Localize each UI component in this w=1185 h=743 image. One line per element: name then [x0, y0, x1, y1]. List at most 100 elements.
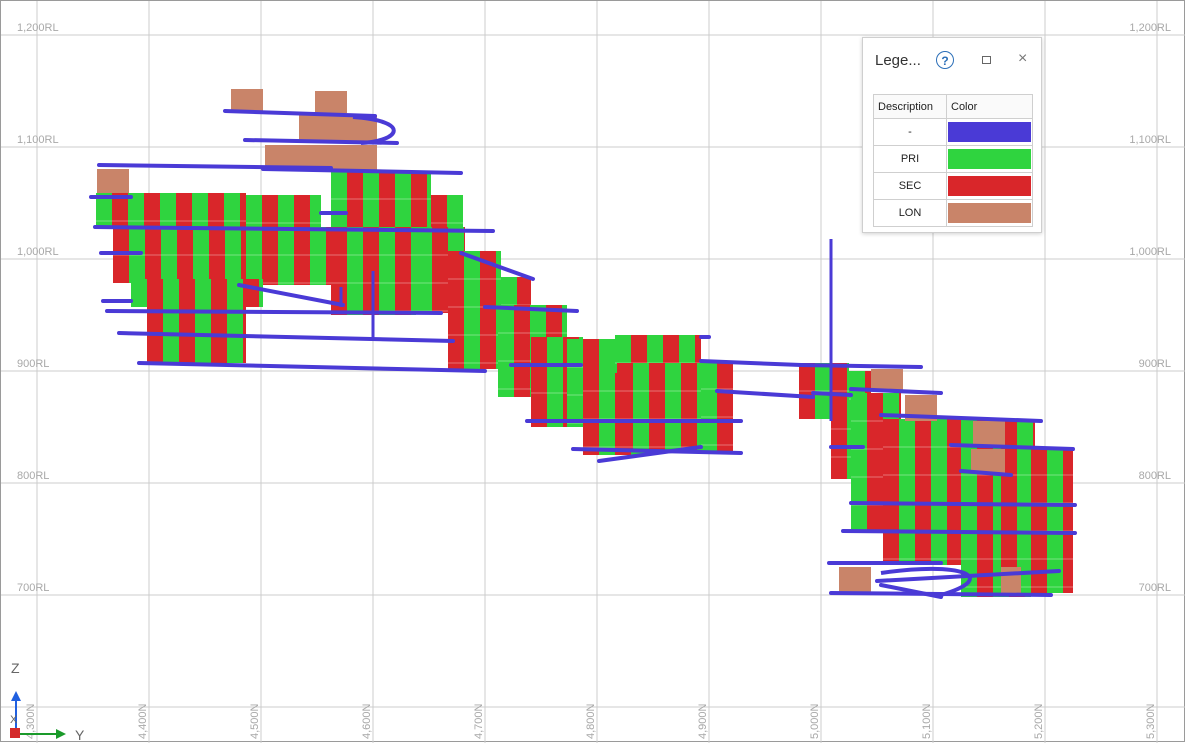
z-axis-label: Z: [11, 660, 20, 676]
pri-column: [847, 363, 849, 419]
pri-column: [224, 193, 240, 227]
pri-column: [161, 227, 177, 283]
sec-column: [883, 419, 899, 565]
ramp-segment: [849, 501, 1077, 507]
ramp-segment: [597, 445, 703, 463]
lon-block: [971, 449, 1005, 473]
pri-column: [851, 393, 867, 533]
pri-column: [310, 195, 321, 227]
elevation-label-left: 900RL: [17, 358, 49, 370]
sec-column: [831, 401, 847, 479]
northing-label: 4,800N: [585, 703, 597, 739]
lon-block: [839, 567, 871, 595]
maximize-icon[interactable]: [982, 56, 991, 64]
ramp-segment: [571, 447, 743, 455]
sec-column: [411, 171, 427, 227]
legend-color-cell: [946, 145, 1033, 173]
legend-description: -: [873, 118, 947, 146]
lon-block: [231, 89, 263, 111]
pri-column: [498, 305, 514, 397]
pri-column: [427, 171, 431, 227]
y-axis-arrow: [56, 729, 66, 739]
ramp-segment: [959, 469, 1013, 477]
pri-column: [411, 227, 416, 315]
sec-column: [211, 279, 227, 307]
ramp-segment: [841, 529, 1077, 535]
pri-column: [227, 279, 243, 307]
northing-label: 4,400N: [137, 703, 149, 739]
x-axis-label: X: [10, 714, 18, 726]
sec-column: [177, 227, 193, 283]
pri-column: [259, 279, 263, 307]
sec-column: [243, 279, 259, 307]
legend-swatch: [948, 122, 1031, 142]
sec-column: [480, 251, 496, 369]
pri-column: [363, 171, 379, 227]
sec-column: [947, 419, 963, 565]
legend-row: LON: [873, 199, 1033, 227]
sec-column: [326, 227, 331, 285]
sec-column: [294, 195, 310, 227]
pri-column: [1047, 447, 1063, 593]
sec-column: [514, 305, 530, 397]
pri-column: [599, 363, 615, 455]
sec-column: [1063, 447, 1073, 593]
northing-label: 5,100N: [921, 703, 933, 739]
sec-column: [262, 227, 278, 285]
sec-column: [448, 251, 464, 369]
z-axis-arrow: [11, 691, 21, 701]
sec-column: [432, 227, 448, 313]
legend-swatch: [948, 176, 1031, 196]
legend-description: LON: [873, 199, 947, 227]
pri-column: [278, 195, 294, 227]
northing-labels: 4,300N 4,400N 4,500N 4,600N 4,700N 4,800N 4,90…: [25, 703, 1157, 739]
sec-column: [208, 193, 224, 227]
legend-header-description: Description: [873, 94, 947, 119]
ramp-segment: [117, 331, 455, 343]
ramp-segment: [879, 413, 1043, 423]
northing-label: 4,700N: [473, 703, 485, 739]
sec-column: [695, 335, 701, 373]
stope-blocks: [96, 171, 1073, 597]
sec-column: [240, 193, 246, 227]
sec-column: [209, 227, 225, 283]
lon-block: [871, 369, 903, 391]
ramp-segment: [459, 251, 535, 281]
elevation-label-left: 1,100RL: [17, 134, 59, 146]
sec-column: [867, 393, 883, 533]
pri-column: [815, 363, 831, 419]
sec-column: [363, 227, 379, 315]
sec-column: [347, 171, 363, 227]
elevation-label-left: 1,200RL: [17, 22, 59, 34]
legend-titlebar[interactable]: Lege... ? ×: [863, 38, 1041, 84]
elevation-label-right: 1,000RL: [1129, 246, 1171, 258]
sec-column: [1031, 447, 1047, 593]
legend-color-cell: [946, 118, 1033, 146]
sec-column: [176, 193, 192, 227]
pri-column: [193, 227, 209, 283]
pri-column: [246, 195, 262, 227]
ramp-segment: [261, 167, 463, 175]
close-icon[interactable]: ×: [1018, 50, 1028, 67]
help-icon[interactable]: ?: [936, 51, 954, 69]
northing-label: 5,300N: [1145, 703, 1157, 739]
northing-label: 4,300N: [25, 703, 37, 739]
sec-column: [294, 227, 310, 285]
pri-column: [416, 227, 432, 313]
northing-label: 5,200N: [1033, 703, 1045, 739]
elevation-label-right: 800RL: [1139, 470, 1171, 482]
legend-swatch: [948, 149, 1031, 169]
elevation-label-left: 800RL: [17, 470, 49, 482]
sec-column: [112, 193, 128, 227]
pri-column: [899, 419, 915, 565]
pri-column: [163, 279, 179, 307]
legend-window[interactable]: Lege... ? × Description Color - PRI SEC LON: [862, 37, 1042, 233]
sec-column: [431, 195, 447, 227]
ramp-segment: [949, 443, 1075, 451]
pri-column: [567, 339, 583, 427]
lon-block: [315, 91, 347, 113]
legend-row: -: [873, 118, 1033, 146]
northing-label: 4,900N: [697, 703, 709, 739]
